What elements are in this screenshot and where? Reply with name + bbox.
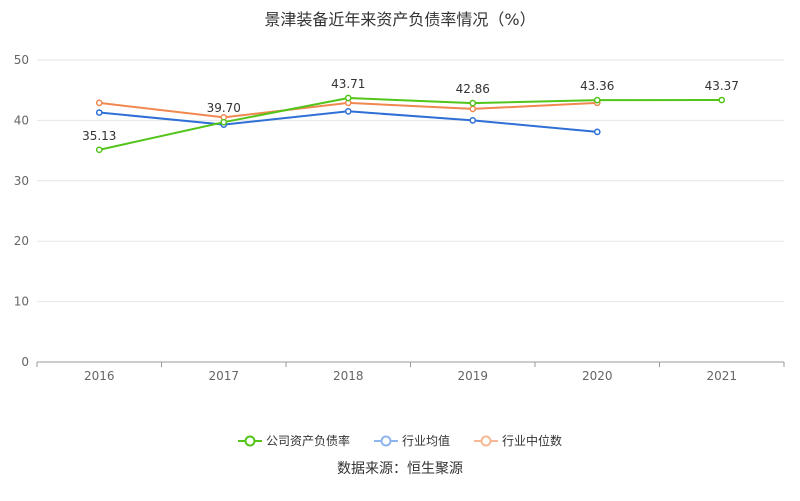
data-label: 35.13 (82, 129, 116, 143)
series-line (99, 96, 722, 151)
data-point (469, 105, 477, 113)
legend-item-company[interactable]: 公司资产负债率 (237, 432, 350, 449)
y-tick-label: 20 (14, 234, 29, 248)
y-tick-label: 40 (14, 113, 29, 127)
data-label: 39.70 (207, 101, 241, 115)
grid-lines (37, 59, 784, 303)
data-point (718, 96, 726, 104)
legend-line-marker-icon (237, 435, 262, 446)
legend-item-industry-median[interactable]: 行业中位数 (474, 432, 562, 449)
legend-line-marker-icon (373, 435, 398, 446)
data-point (593, 128, 601, 136)
legend-line-marker-icon (474, 435, 498, 446)
legend: 公司资产负债率 行业均值 行业中位数 (0, 432, 800, 449)
data-label: 43.36 (580, 79, 614, 93)
x-tick-label: 2019 (457, 369, 488, 383)
data-point (95, 99, 103, 107)
legend-item-industry-mean[interactable]: 行业均值 (373, 432, 450, 449)
y-tick-label: 50 (14, 53, 29, 67)
x-tick-label: 2018 (333, 369, 364, 383)
y-tick-label: 30 (14, 174, 29, 188)
data-point (469, 99, 477, 107)
legend-label-company: 公司资产负债率 (265, 434, 350, 448)
data-point (469, 117, 477, 124)
x-tick-label: 2020 (582, 369, 613, 383)
data-point (593, 96, 601, 104)
data-point (344, 107, 352, 115)
y-tick-label: 10 (14, 295, 29, 309)
data-label: 43.71 (331, 77, 365, 91)
data-label: 42.86 (456, 82, 490, 96)
data-point (95, 146, 103, 154)
data-label: 43.37 (705, 79, 739, 93)
legend-label-industry-median: 行业中位数 (502, 434, 563, 448)
x-tick-label: 2016 (84, 369, 115, 383)
data-point (95, 109, 103, 116)
chart-title: 景津装备近年来资产负债率情况（%） (264, 10, 536, 29)
x-tick-label: 2017 (208, 369, 239, 383)
axes: 0 10 20 30 40 50 2016 2017 2018 2019 2020 2021 (14, 53, 785, 383)
series-lines (95, 94, 726, 154)
x-tick-label: 2021 (706, 369, 737, 383)
data-point (344, 94, 352, 102)
data-point (220, 118, 228, 126)
legend-label-industry-mean: 行业均值 (401, 434, 450, 448)
y-tick-label: 0 (21, 355, 29, 369)
data-labels: 35.13 39.70 43.71 42.86 43.36 43.37 (82, 77, 739, 143)
data-source: 数据来源：恒生聚源 (337, 461, 463, 477)
